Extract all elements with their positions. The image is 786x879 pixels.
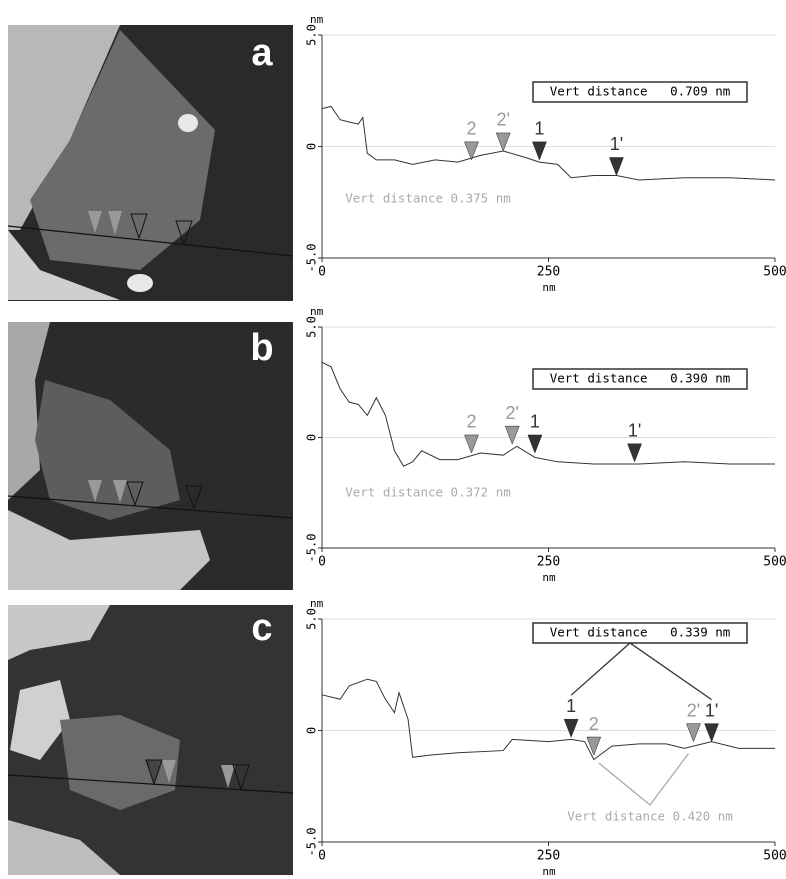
y-tick-label: -5.0 [305, 244, 319, 273]
afm-image: a [8, 25, 293, 301]
marker-label: 1 [534, 119, 544, 139]
panel-label: b [250, 327, 273, 369]
y-tick-label: 0 [305, 727, 319, 734]
marker-label: 2 [466, 412, 476, 432]
x-tick-label: 500 [763, 849, 786, 864]
figure: a b c -5.005.00250500nmnm22'11'Vert dist… [0, 0, 786, 879]
marker [505, 426, 519, 444]
marker [705, 724, 719, 742]
annotation: Vert distance 0.709 nm [550, 84, 731, 99]
panel-label: a [251, 32, 273, 74]
x-tick-label: 500 [763, 265, 786, 280]
marker [496, 133, 510, 151]
connector [571, 643, 711, 700]
x-axis-label: nm [542, 571, 556, 584]
x-tick-label: 250 [537, 265, 560, 280]
y-axis-label: nm [310, 305, 324, 318]
x-tick-label: 0 [318, 265, 326, 280]
afm-image: c [8, 605, 293, 875]
marker [528, 435, 542, 453]
marker [628, 444, 642, 462]
marker-label: 2 [589, 714, 599, 734]
marker-label: 1' [610, 134, 623, 154]
marker-label: 2' [687, 700, 700, 720]
y-tick-label: 0 [305, 143, 319, 150]
y-axis-label: nm [310, 13, 324, 26]
afm-image: b [8, 322, 293, 590]
x-axis-label: nm [542, 281, 556, 294]
annotation: Vert distance 0.372 nm [345, 485, 511, 500]
marker [464, 435, 478, 453]
marker-label: 2' [496, 110, 509, 130]
marker-label: 1' [705, 700, 718, 720]
x-tick-label: 250 [537, 849, 560, 864]
marker [686, 724, 700, 742]
connector [599, 754, 689, 805]
y-tick-label: 5.0 [305, 24, 319, 46]
marker [532, 142, 546, 160]
x-tick-label: 500 [763, 555, 786, 570]
x-axis-label: nm [542, 865, 556, 878]
x-tick-label: 0 [318, 849, 326, 864]
marker [609, 157, 623, 175]
y-tick-label: -5.0 [305, 828, 319, 857]
marker [464, 142, 478, 160]
annotation: Vert distance 0.375 nm [345, 191, 511, 206]
y-tick-label: 5.0 [305, 608, 319, 630]
annotation: Vert distance 0.339 nm [550, 625, 731, 640]
y-tick-label: 0 [305, 434, 319, 441]
marker-label: 2 [466, 119, 476, 139]
marker-label: 1 [566, 696, 576, 716]
marker-label: 1 [530, 412, 540, 432]
profile-line [322, 106, 775, 180]
marker [587, 737, 601, 755]
y-axis-label: nm [310, 597, 324, 610]
annotation: Vert distance 0.390 nm [550, 371, 731, 386]
annotation: Vert distance 0.420 nm [567, 809, 733, 824]
y-tick-label: -5.0 [305, 534, 319, 563]
x-tick-label: 0 [318, 555, 326, 570]
marker-label: 2' [506, 403, 519, 423]
x-tick-label: 250 [537, 555, 560, 570]
panel-label: c [251, 607, 272, 649]
marker [564, 719, 578, 737]
marker-label: 1' [628, 421, 641, 441]
y-tick-label: 5.0 [305, 316, 319, 338]
